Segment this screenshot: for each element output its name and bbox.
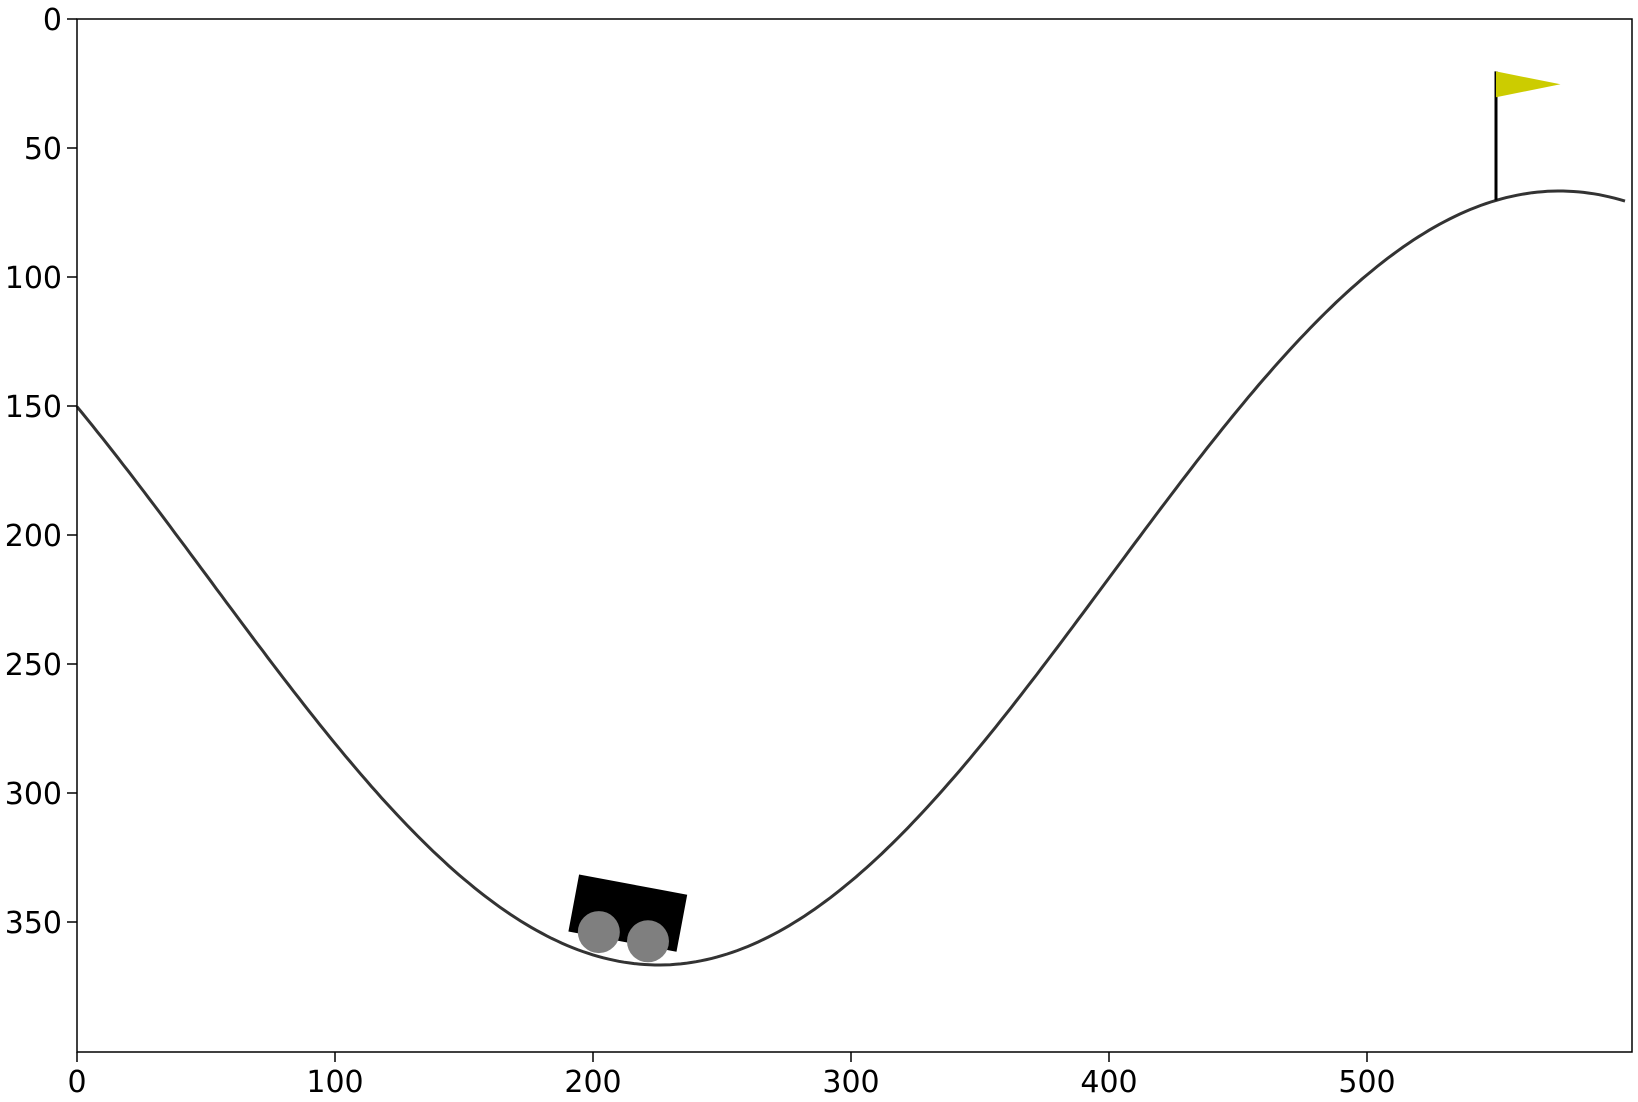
x-tick-label: 100 bbox=[306, 1065, 363, 1100]
y-axis: 0 50 100 150 200 250 300 350 bbox=[5, 3, 77, 941]
goal-flag bbox=[1494, 71, 1561, 201]
y-tick-label: 100 bbox=[5, 261, 62, 296]
y-tick-label: 300 bbox=[5, 777, 62, 812]
x-tick-label: 400 bbox=[1080, 1065, 1137, 1100]
y-tick-label: 350 bbox=[5, 906, 62, 941]
x-tick-label: 200 bbox=[564, 1065, 621, 1100]
x-tick-label: 300 bbox=[822, 1065, 879, 1100]
car bbox=[568, 874, 688, 963]
x-tick-label: 500 bbox=[1338, 1065, 1395, 1100]
y-tick-label: 250 bbox=[5, 648, 62, 683]
flag-icon bbox=[1496, 71, 1561, 98]
car-wheel-back bbox=[626, 920, 669, 963]
y-tick-label: 150 bbox=[5, 390, 62, 425]
y-tick-label: 0 bbox=[43, 3, 62, 38]
y-tick-label: 200 bbox=[5, 519, 62, 554]
x-axis: 0 100 200 300 400 500 bbox=[67, 1052, 1396, 1100]
car-wheel-front bbox=[577, 911, 620, 954]
mountain-track bbox=[75, 189, 1626, 967]
plot-background bbox=[77, 19, 1632, 1052]
x-tick-label: 0 bbox=[67, 1065, 86, 1100]
y-tick-label: 50 bbox=[24, 132, 62, 167]
